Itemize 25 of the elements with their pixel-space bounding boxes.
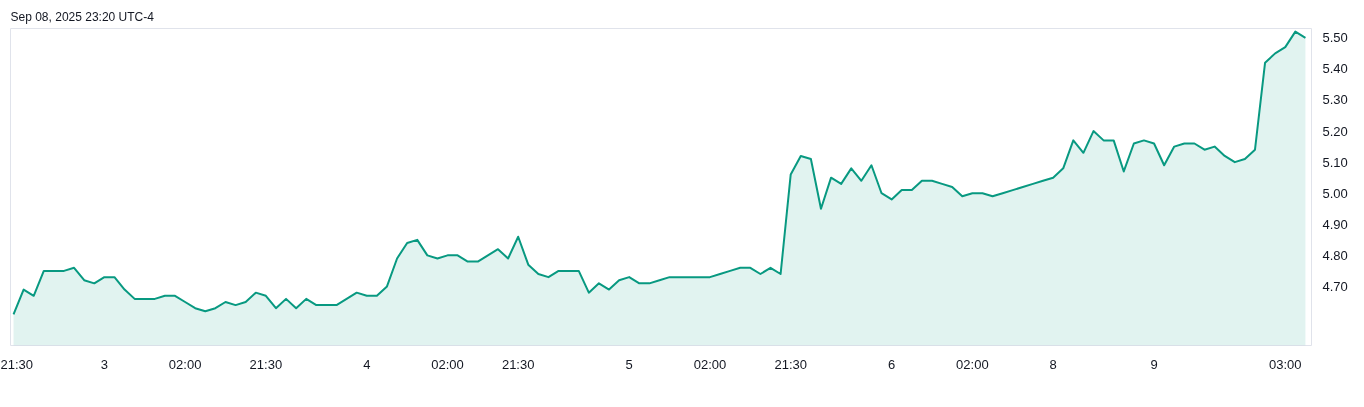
x-tick-label: 03:00 bbox=[1268, 356, 1302, 372]
y-tick-label: 4.80 bbox=[1322, 247, 1348, 263]
x-tick-label: 21:30 bbox=[0, 356, 34, 372]
x-tick-label: 8 bbox=[1049, 356, 1057, 372]
x-tick-label: 6 bbox=[888, 356, 896, 372]
y-tick-label: 5.40 bbox=[1322, 61, 1348, 77]
x-tick-label: 21:30 bbox=[501, 356, 535, 372]
y-tick-label: 4.90 bbox=[1322, 216, 1348, 232]
y-tick-label: 5.30 bbox=[1322, 92, 1348, 108]
x-tick-label: 5 bbox=[625, 356, 633, 372]
x-tick-label: 21:30 bbox=[249, 356, 283, 372]
y-tick-label: 4.70 bbox=[1322, 278, 1348, 294]
x-tick-label: 4 bbox=[363, 356, 371, 372]
x-tick-label: 02:00 bbox=[431, 356, 464, 372]
x-tick-label: 9 bbox=[1150, 356, 1158, 372]
y-tick-label: 5.10 bbox=[1322, 154, 1348, 170]
y-tick-label: 5.00 bbox=[1322, 185, 1348, 201]
x-tick-label: 21:30 bbox=[774, 356, 807, 372]
x-tick-label: 02:00 bbox=[693, 356, 727, 372]
text: Sep 08, 2025 23:20 UTC-4 bbox=[10, 9, 155, 24]
y-tick-label: 5.50 bbox=[1322, 30, 1348, 46]
x-tick-label: 3 bbox=[100, 356, 108, 372]
y-tick-label: 5.20 bbox=[1322, 123, 1348, 139]
x-tick-label: 02:00 bbox=[956, 356, 989, 372]
x-tick-label: 02:00 bbox=[168, 356, 202, 372]
